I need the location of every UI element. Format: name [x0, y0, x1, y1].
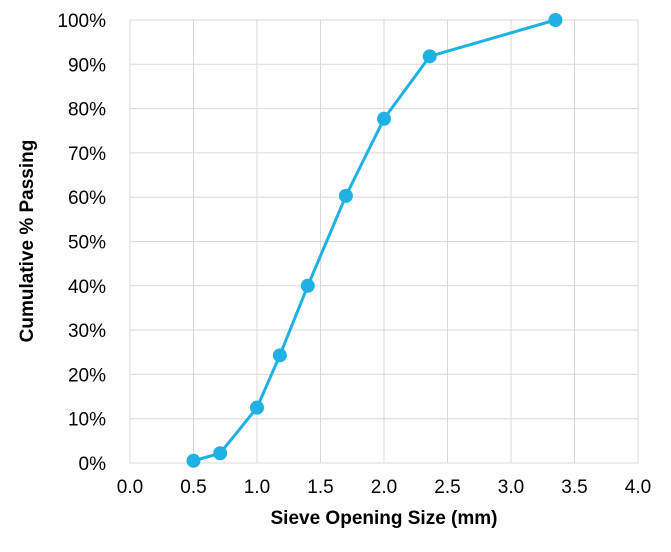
data-point	[186, 453, 201, 468]
y-axis-ticks: 0% 10% 20% 30% 40% 50% 60% 70% 80% 90% 100%	[57, 11, 106, 475]
series	[186, 13, 563, 468]
y-tick-label: 90%	[68, 55, 106, 76]
data-point	[422, 49, 437, 64]
x-axis-title: Sieve Opening Size (mm)	[271, 508, 498, 529]
y-tick-label: 20%	[68, 365, 106, 386]
y-tick-label: 70%	[68, 144, 106, 165]
y-tick-label: 100%	[57, 11, 106, 32]
data-point	[377, 111, 391, 126]
x-tick-label: 3.5	[561, 477, 587, 498]
y-tick-label: 10%	[68, 410, 106, 431]
data-point	[338, 188, 353, 203]
x-tick-label: 1.5	[307, 477, 333, 498]
y-tick-label: 40%	[68, 277, 106, 298]
x-tick-label: 1.0	[244, 477, 270, 498]
grid	[129, 19, 639, 464]
data-point	[250, 400, 264, 415]
series-line	[193, 18, 556, 463]
y-tick-label: 50%	[68, 233, 106, 254]
y-tick-label: 30%	[68, 321, 106, 342]
y-tick-label: 60%	[68, 188, 106, 209]
y-tick-label: 0%	[79, 454, 107, 475]
x-axis-ticks: 0.0 0.5 1.0 1.5 2.0 2.5 3.0 3.5 4.0	[117, 477, 651, 498]
y-tick-label: 80%	[68, 100, 106, 121]
x-tick-label: 3.0	[498, 477, 524, 498]
data-point	[300, 278, 315, 293]
x-tick-label: 2.0	[371, 477, 397, 498]
y-axis-title: Cumulative % Passing	[17, 140, 38, 343]
data-point	[548, 13, 563, 27]
x-tick-label: 0.5	[180, 477, 206, 498]
data-point	[272, 348, 287, 363]
x-tick-label: 0.0	[117, 477, 143, 498]
x-tick-label: 4.0	[625, 477, 651, 498]
x-tick-label: 2.5	[434, 477, 460, 498]
data-point	[213, 446, 228, 461]
